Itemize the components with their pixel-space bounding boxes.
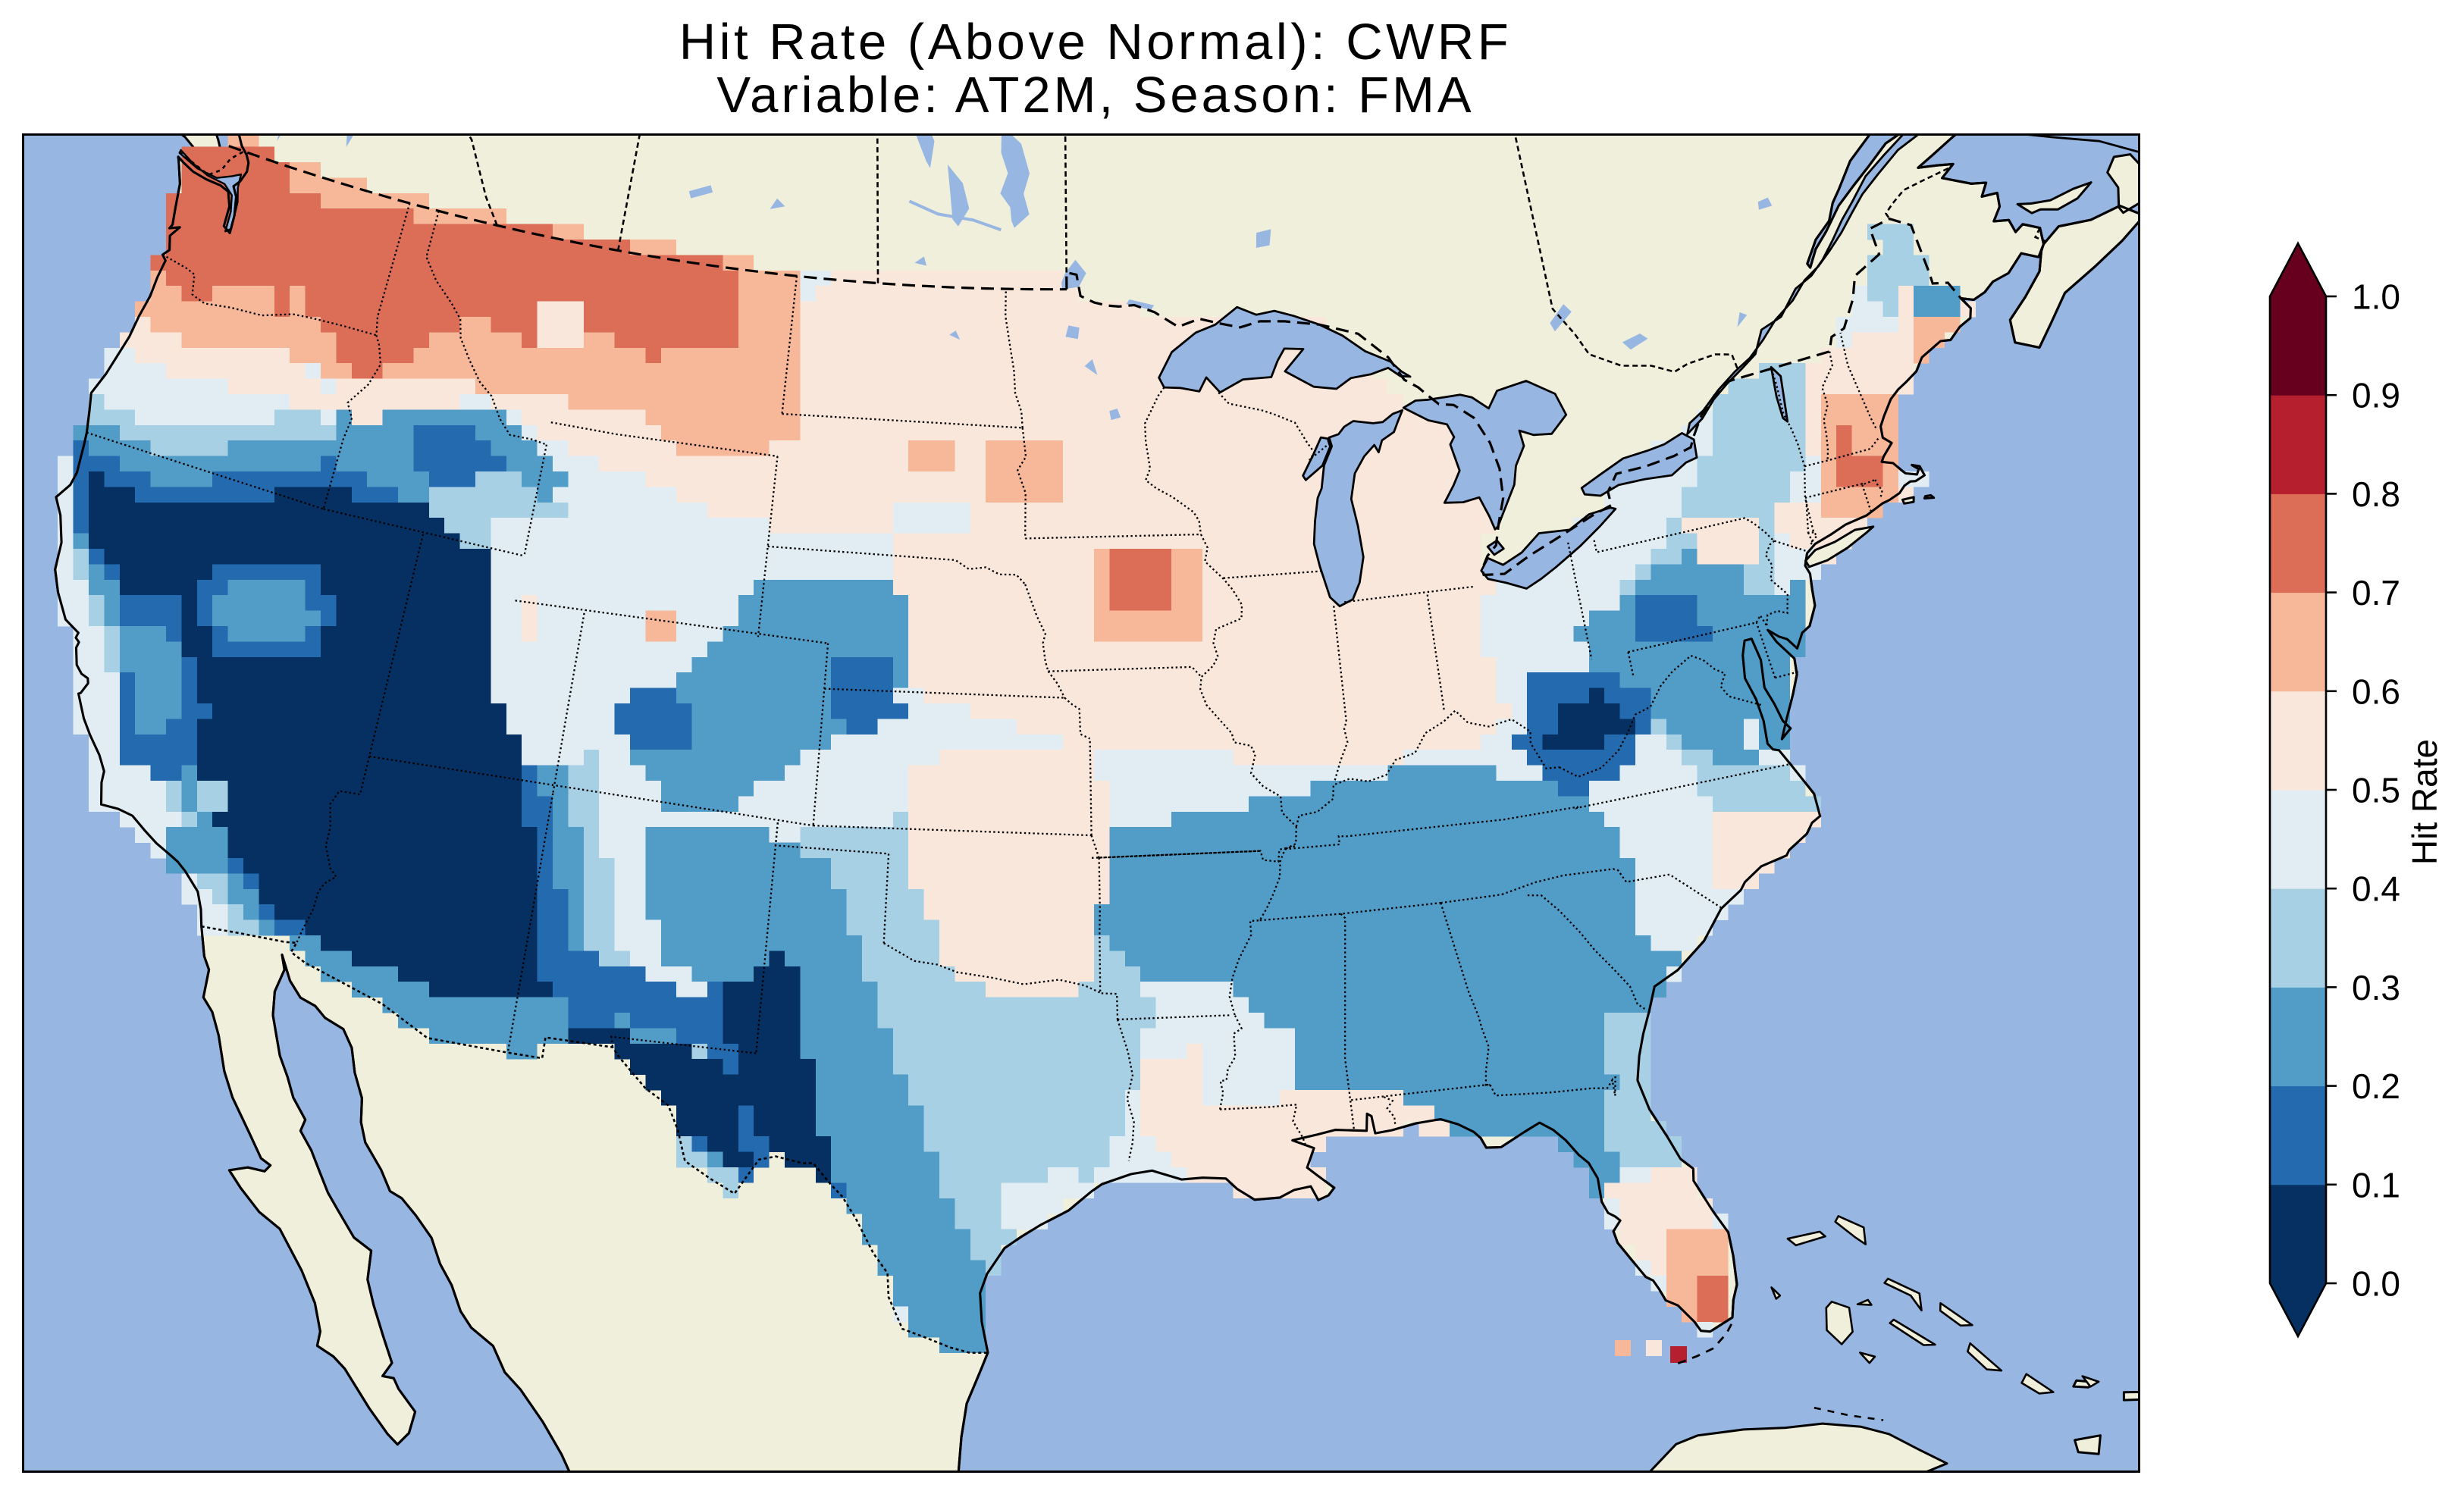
svg-text:0.0: 0.0: [2352, 1264, 2400, 1304]
svg-text:0.7: 0.7: [2352, 573, 2400, 612]
svg-text:0.5: 0.5: [2352, 771, 2400, 810]
svg-text:0.9: 0.9: [2352, 376, 2400, 415]
svg-text:0.1: 0.1: [2352, 1165, 2400, 1204]
svg-text:0.8: 0.8: [2352, 475, 2400, 514]
svg-text:Variable: AT2M, Season: FMA: Variable: AT2M, Season: FMA: [716, 67, 1474, 124]
svg-text:1.0: 1.0: [2352, 277, 2400, 317]
svg-text:0.3: 0.3: [2352, 968, 2400, 1007]
svg-text:0.4: 0.4: [2352, 869, 2400, 909]
svg-text:Hit Rate (Above Normal): CWRF: Hit Rate (Above Normal): CWRF: [679, 14, 1512, 70]
svg-text:0.2: 0.2: [2352, 1066, 2400, 1106]
svg-text:0.6: 0.6: [2352, 672, 2400, 711]
svg-text:Hit Rate: Hit Rate: [2405, 739, 2444, 865]
